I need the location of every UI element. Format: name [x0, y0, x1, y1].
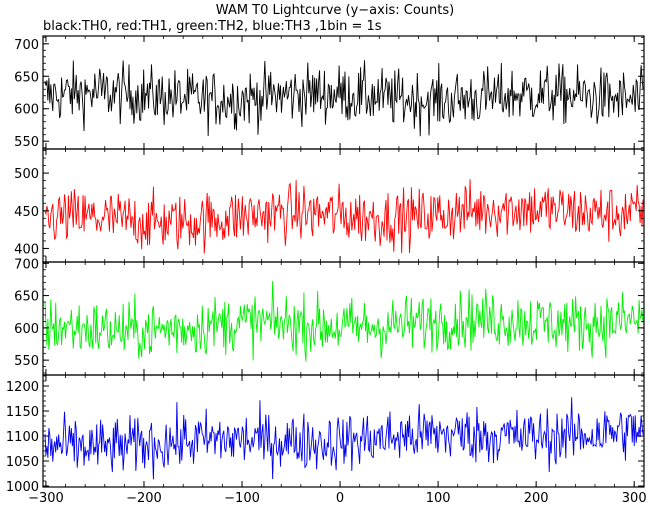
x-tick-label: 200 [524, 491, 549, 505]
x-axis: −300 −200 −100 0 100 200 300 [28, 491, 647, 505]
y-tick-label: 1100 [6, 430, 39, 445]
panel-frame [42, 261, 645, 376]
y-tick-label: 700 [14, 257, 39, 272]
panel-th3: 1000 1050 1100 1150 1200 [6, 374, 645, 495]
y-tick-label: 650 [14, 290, 39, 305]
y-tick-label: 1000 [6, 480, 39, 495]
y-tick-label: 550 [14, 135, 39, 150]
x-tick-label: −300 [28, 491, 64, 505]
series-line-th2 [44, 280, 644, 362]
x-tick-label: −200 [126, 491, 162, 505]
y-tick-label: 500 [14, 167, 39, 182]
y-tick-label: 550 [14, 354, 39, 369]
panels-group: 5506006507004004505005506006507001000105… [6, 35, 645, 495]
series-line-th0 [44, 60, 644, 137]
x-tick-label: 0 [336, 491, 344, 505]
chart-title: WAM T0 Lightcurve (y−axis: Counts) [216, 3, 454, 18]
y-tick-label: 600 [14, 103, 39, 118]
y-tick-label: 650 [14, 70, 39, 85]
y-tick-label: 600 [14, 322, 39, 337]
y-tick-label: 700 [14, 38, 39, 53]
x-tick-label: 100 [426, 491, 451, 505]
y-tick-label: 1050 [6, 455, 39, 470]
y-tick-label: 450 [14, 205, 39, 220]
y-tick-label: 1200 [6, 380, 39, 395]
panel-th2: 550 600 650 700 [14, 257, 645, 376]
panel-th1: 400 450 500 [14, 148, 645, 263]
series-line-th1 [44, 179, 644, 254]
chart-subtitle: black:TH0, red:TH1, green:TH2, blue:TH3 … [43, 19, 382, 34]
panel-th0: 550 600 650 700 [14, 35, 645, 150]
x-tick-label: 300 [622, 491, 647, 505]
series-line-th3 [44, 397, 644, 480]
y-tick-label: 400 [14, 242, 39, 257]
y-tick-label: 1150 [6, 405, 39, 420]
x-tick-label: −100 [224, 491, 260, 505]
